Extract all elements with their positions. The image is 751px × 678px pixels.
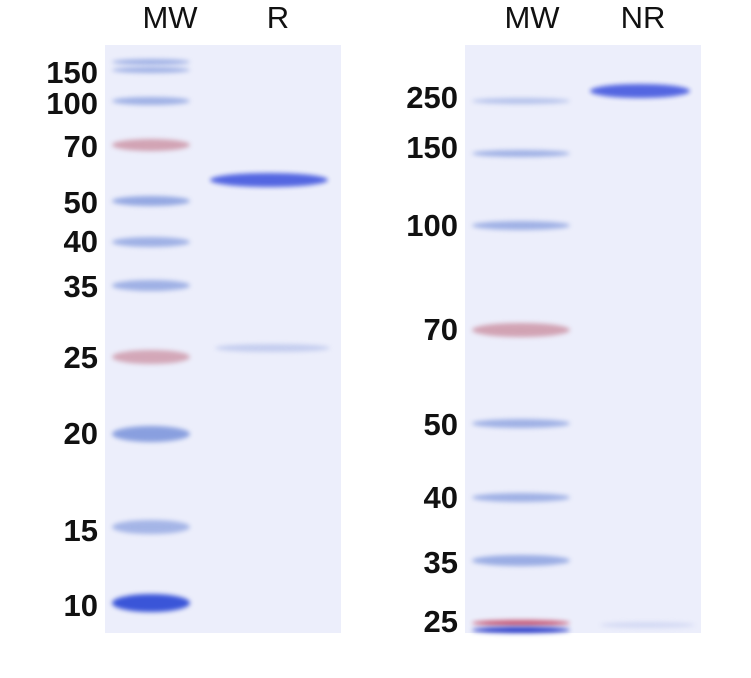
right-ladder-label: 50: [423, 407, 458, 442]
right-marker-band: [472, 418, 570, 428]
left-marker-band: [112, 97, 190, 105]
left-marker-band: [112, 594, 190, 612]
left-ladder-label: 25: [63, 340, 98, 375]
left-marker-band: [112, 67, 190, 73]
r-lane-main-band: [210, 173, 328, 187]
left-r-header: R: [266, 0, 290, 35]
left-ladder-label: 20: [63, 416, 98, 451]
nr-lane-faint-band: [600, 622, 695, 628]
left-marker-band: [112, 520, 190, 534]
right-marker-band: [472, 492, 570, 502]
left-ladder-label: 35: [63, 269, 98, 304]
right-marker-band: [472, 323, 570, 337]
left-ladder-label: 50: [63, 185, 98, 220]
right-marker-band: [472, 620, 570, 626]
left-marker-band: [112, 350, 190, 364]
right-ladder-label: 40: [423, 480, 458, 515]
left-gel: [105, 45, 341, 633]
right-marker-band: [472, 554, 570, 566]
right-marker-band: [472, 627, 570, 633]
right-ladder-label: 100: [406, 208, 458, 243]
left-ladder-label: 70: [63, 129, 98, 164]
right-ladder-label: 35: [423, 545, 458, 580]
r-lane-faint-band: [215, 344, 330, 352]
right-marker-band: [472, 98, 570, 104]
right-ladder-label: 70: [423, 312, 458, 347]
left-ladder-label: 150: [46, 55, 98, 90]
right-ladder-label: 250: [406, 80, 458, 115]
left-ladder-label: 100: [46, 86, 98, 121]
left-ladder-label: 10: [63, 588, 98, 623]
right-gel: [465, 45, 701, 633]
right-marker-band: [472, 149, 570, 157]
left-marker-band: [112, 279, 190, 291]
right-ladder-label: 150: [406, 130, 458, 165]
left-marker-band: [112, 426, 190, 442]
left-marker-band: [112, 139, 190, 151]
left-ladder-label: 40: [63, 224, 98, 259]
left-mw-header: MW: [142, 0, 198, 35]
nr-lane-main-band: [590, 84, 690, 98]
right-ladder-label: 25: [423, 604, 458, 639]
right-mw-header: MW: [504, 0, 560, 35]
left-marker-band: [112, 59, 190, 65]
right-nr-header: NR: [620, 0, 666, 35]
left-ladder-label: 15: [63, 513, 98, 548]
left-marker-band: [112, 237, 190, 247]
right-marker-band: [472, 220, 570, 230]
left-marker-band: [112, 196, 190, 206]
